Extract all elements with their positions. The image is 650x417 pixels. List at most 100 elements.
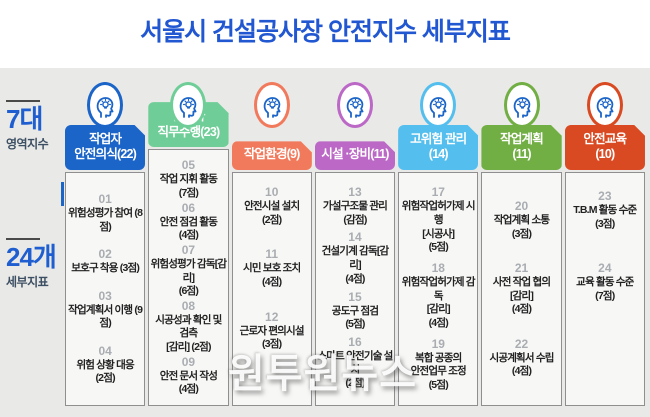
category-column: 안전교육 (10) 23 T.B.M 활동 수준 (3점) 24 교육 활동 수… <box>564 82 645 406</box>
side-label-domains: 7대 영역지수 <box>6 100 58 152</box>
indicator-number: 19 <box>431 336 445 351</box>
indicator-number: 21 <box>514 261 529 276</box>
indicator-label: 복합 공종의 안전업무 조정 (5점) <box>410 351 467 392</box>
indicator-item: 23 T.B.M 활동 수준 (3점) <box>567 189 643 231</box>
column-header-zone: 시설 ·장비(11) <box>315 82 395 170</box>
column-header-label: 시설 ·장비(11) <box>315 141 395 170</box>
indicator-number: 14 <box>348 230 362 245</box>
column-header-zone: 관리자 직무수행(23) <box>148 82 228 147</box>
indicator-number: 04 <box>98 343 112 358</box>
indicator-number: 17 <box>431 185 445 200</box>
column-item-list: 23 T.B.M 활동 수준 (3점) 24 교육 활동 수준 (7점) <box>564 172 645 406</box>
indicator-label: 보호구 착용 (3점) <box>71 262 140 275</box>
indicator-item: 21 사전 작업 협의 [감리] (4점) <box>483 261 559 317</box>
indicator-label: 위험 상황 대응 (2점) <box>76 358 134 385</box>
indicator-label: 가설구조물 관리 (감점) <box>322 200 388 226</box>
indicator-number: 13 <box>348 185 362 199</box>
indicator-item: 08 시공성과 확인 및 검측 [감리] (2점) <box>150 299 226 355</box>
side-label-big: 7대 <box>6 104 43 134</box>
indicator-item: 11 시민 보호 조치 (4점) <box>234 247 310 289</box>
column-header-label: 작업자 안전의식(22) <box>65 125 145 170</box>
category-column: 작업자 안전의식(22) 01 위험성평가 참여 (8점) 02 보호구 착용 … <box>65 82 146 406</box>
indicator-item: 19 복합 공종의 안전업무 조정 (5점) <box>400 337 476 393</box>
indicator-item: 06 안전 점검 활동 (4점) <box>150 201 226 243</box>
indicator-label: 작업계획서 이행 (9점) <box>68 303 143 330</box>
indicator-item: 16 스마트 안전기술 설치 (2점) <box>317 335 393 391</box>
column-header-label: 안전교육 (10) <box>565 125 645 170</box>
indicator-number: 09 <box>181 354 196 369</box>
indicator-label: 교육 활동 수준 (7점) <box>576 276 634 302</box>
indicator-number: 16 <box>348 335 362 350</box>
category-column: 작업환경(9) 10 안전시설 설치 (2점) 11 시민 보호 조치 (4점)… <box>231 82 312 406</box>
indicator-number: 02 <box>98 247 112 262</box>
column-header-zone: 안전교육 (10) <box>565 82 645 170</box>
column-item-list: 20 작업계획 소통 (3점) 21 사전 작업 협의 [감리] (4점) 22… <box>481 172 562 406</box>
indicator-label: 시민 보호 조치 (4점) <box>243 262 301 288</box>
column-header-label: 고위험 관리 (14) <box>398 125 478 170</box>
indicator-number: 08 <box>181 298 196 313</box>
indicator-item: 13 가설구조물 관리 (감점) <box>317 185 393 227</box>
indicator-item: 20 작업계획 소통 (3점) <box>483 199 559 241</box>
head-lightbulb-icon <box>253 82 290 128</box>
indicator-number: 20 <box>514 198 529 213</box>
head-lightbulb-icon <box>503 82 540 128</box>
indicator-item: 10 안전시설 설치 (2점) <box>234 185 310 227</box>
head-lightbulb-icon <box>420 82 457 128</box>
indicator-item: 14 건설기계 감독[감리] (4점) <box>317 230 393 286</box>
head-lightbulb-icon <box>87 82 124 128</box>
page-title: 서울시 건설공사장 안전지수 세부지표 <box>140 18 511 46</box>
column-header-zone: 작업계획 (11) <box>481 82 561 170</box>
indicator-item: 18 위험작업허가제 감독 [감리] (4점) <box>400 261 476 331</box>
indicator-item: 22 시공계획서 수립 (4점) <box>483 337 559 379</box>
indicator-label: 안전 점검 활동 (4점) <box>159 215 218 242</box>
indicator-label: 작업계획 소통 (3점) <box>493 213 550 240</box>
indicator-item: 03 작업계획서 이행 (9점) <box>67 289 143 331</box>
indicator-label: 건설기계 감독[감리] (4점) <box>321 245 390 285</box>
indicator-label: 근로자 편의시설 (3점) <box>239 324 305 351</box>
divider-line <box>6 100 40 102</box>
indicator-item: 04 위험 상황 대응 (2점) <box>67 344 143 386</box>
indicator-label: 시공성과 확인 및 검측 [감리] (2점) <box>155 313 222 354</box>
indicator-number: 06 <box>181 200 196 215</box>
category-column: 고위험 관리 (14) 17 위험작업허가제 시행 [시공사] (5점) 18 … <box>398 82 479 406</box>
column-header-zone: 작업자 안전의식(22) <box>65 82 145 170</box>
indicator-item: 05 작업 지휘 활동 (7점) <box>150 158 226 200</box>
column-header-label: 작업환경(9) <box>232 141 312 170</box>
column-item-list: 05 작업 지휘 활동 (7점) 06 안전 점검 활동 (4점) 07 위험성… <box>148 149 229 406</box>
category-column: 작업계획 (11) 20 작업계획 소통 (3점) 21 사전 작업 협의 [감… <box>481 82 562 406</box>
indicator-item: 24 교육 활동 수준 (7점) <box>567 261 643 303</box>
columns-container: 작업자 안전의식(22) 01 위험성평가 참여 (8점) 02 보호구 착용 … <box>65 82 645 406</box>
category-column: 시설 ·장비(11) 13 가설구조물 관리 (감점) 14 건설기계 감독[감… <box>314 82 396 406</box>
column-item-list: 17 위험작업허가제 시행 [시공사] (5점) 18 위험작업허가제 감독 [… <box>398 172 479 406</box>
indicator-number: 12 <box>265 309 279 324</box>
side-label-indicators: 24개 세부지표 <box>6 238 58 290</box>
side-label-small: 영역지수 <box>6 137 49 152</box>
indicator-label: 위험성평가 참여 (8점) <box>68 206 143 233</box>
side-label-small: 세부지표 <box>6 275 49 290</box>
head-lightbulb-icon <box>336 82 373 128</box>
indicator-item: 09 안전 문서 작성 (4점) <box>150 355 226 397</box>
indicator-item: 02 보호구 착용 (3점) <box>67 247 143 276</box>
indicator-item: 01 위험성평가 참여 (8점) <box>67 192 143 234</box>
head-lightbulb-icon <box>170 82 207 128</box>
indicator-label: 스마트 안전기술 설치 (2점) <box>317 350 393 390</box>
indicator-label: 안전 문서 작성 (4점) <box>159 369 218 396</box>
column-item-list: 10 안전시설 설치 (2점) 11 시민 보호 조치 (4점) 12 근로자 … <box>231 172 312 406</box>
indicator-number: 18 <box>431 261 445 276</box>
indicator-label: T.B.M 활동 수준 (3점) <box>573 204 637 230</box>
indicator-label: 사전 작업 협의 [감리] (4점) <box>492 276 551 316</box>
column-item-list: 01 위험성평가 참여 (8점) 02 보호구 착용 (3점) 03 작업계획서… <box>65 172 146 406</box>
indicator-number: 11 <box>265 247 279 262</box>
category-column: 관리자 직무수행(23) 05 작업 지휘 활동 (7점) 06 안전 점검 활… <box>148 82 229 406</box>
indicator-number: 23 <box>598 189 612 203</box>
indicator-item: 15 공도구 점검 (5점) <box>317 290 393 332</box>
column-header-label: 작업계획 (11) <box>481 125 561 170</box>
indicator-number: 22 <box>514 336 529 351</box>
watermark: 원투원뉴스 <box>228 352 417 396</box>
indicator-item: 12 근로자 편의시설 (3점) <box>234 310 310 352</box>
indicator-number: 07 <box>181 242 196 257</box>
indicator-number: 24 <box>598 261 612 276</box>
column-header-zone: 작업환경(9) <box>232 82 312 170</box>
indicator-label: 위험성평가 감독[감리] (6점) <box>150 257 228 298</box>
indicator-number: 15 <box>348 289 362 304</box>
